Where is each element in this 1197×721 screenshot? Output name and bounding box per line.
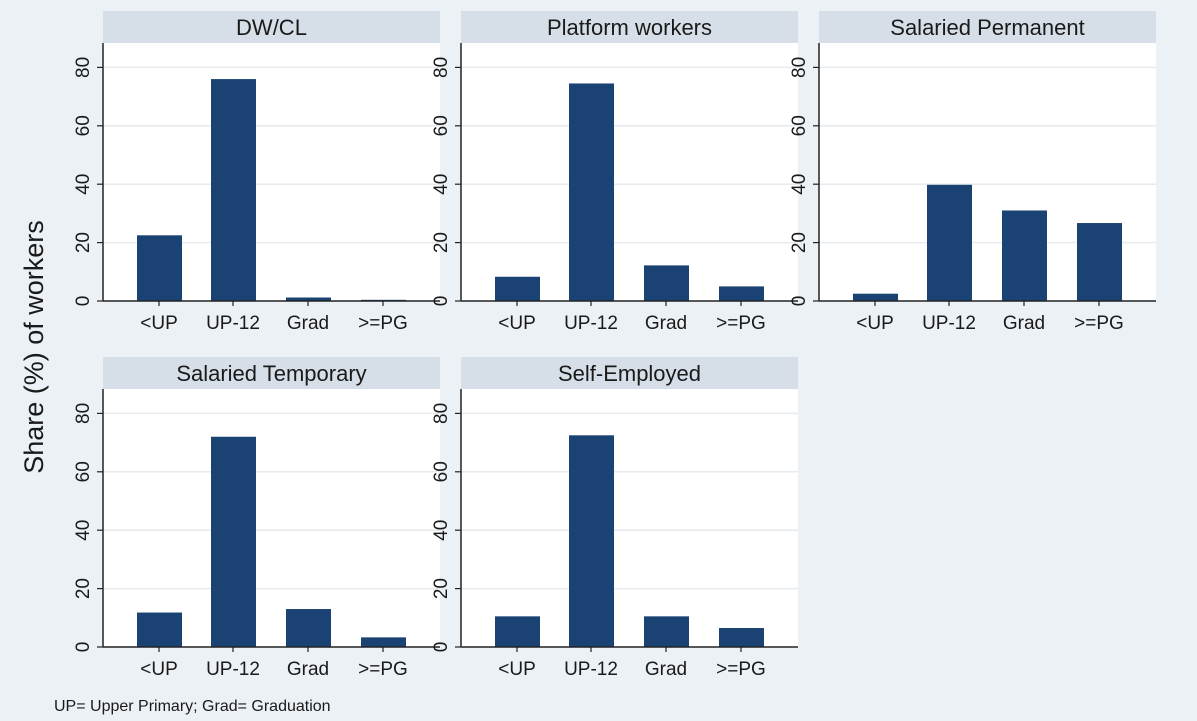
bar	[569, 435, 614, 647]
y-tick-label: 0	[73, 642, 94, 653]
bar	[211, 436, 256, 647]
y-tick-label: 0	[431, 296, 452, 307]
x-tick-label: UP-12	[206, 659, 260, 680]
panel-title: DW/CL	[236, 15, 307, 40]
x-tick-label: >=PG	[716, 313, 766, 334]
bar	[569, 83, 614, 302]
y-tick-label: 80	[73, 403, 94, 424]
panel: Platform workers <UP UP-12 Grad >=PG 0 20 40 60 8…	[431, 11, 798, 334]
bar	[853, 293, 898, 301]
bar	[1077, 223, 1122, 301]
y-tick-label: 0	[73, 296, 94, 307]
x-tick-label: <UP	[856, 313, 894, 334]
x-tick-label: UP-12	[206, 313, 260, 334]
y-tick-label: 60	[789, 115, 810, 136]
y-tick-label: 60	[431, 461, 452, 482]
x-tick-label: UP-12	[564, 659, 618, 680]
x-tick-label: Grad	[1003, 313, 1045, 334]
y-tick-label: 40	[73, 174, 94, 195]
plot-area	[103, 389, 440, 647]
x-tick-label: UP-12	[922, 313, 976, 334]
x-tick-label: >=PG	[716, 659, 766, 680]
panel-title-bar	[461, 11, 798, 43]
panel-title-bar	[819, 11, 1156, 43]
bar	[719, 628, 764, 647]
panel: Salaried Permanent <UP UP-12 Grad >=PG 0 20 40 6…	[789, 11, 1156, 334]
bar	[495, 276, 540, 301]
bar	[495, 616, 540, 647]
panel: Salaried Temporary <UP UP-12 Grad >=PG 0 20 40 6…	[73, 357, 440, 680]
panel-title: Salaried Permanent	[890, 15, 1084, 40]
x-tick-label: Grad	[287, 313, 329, 334]
panel: Self-Employed <UP UP-12 Grad >=PG 0 20 40 60 80	[431, 357, 798, 680]
y-tick-label: 20	[789, 232, 810, 253]
x-tick-label: >=PG	[1074, 313, 1124, 334]
x-tick-label: <UP	[140, 313, 178, 334]
bar	[286, 297, 331, 301]
panel-title: Platform workers	[547, 15, 712, 40]
x-tick-label: >=PG	[358, 313, 408, 334]
x-tick-label: >=PG	[358, 659, 408, 680]
x-tick-label: Grad	[645, 659, 687, 680]
plot-area	[461, 43, 798, 301]
panel: DW/CL <UP UP-12 Grad >=PG 0 20 40 60 80	[73, 11, 440, 334]
bar	[644, 265, 689, 301]
y-tick-label: 40	[789, 174, 810, 195]
bar	[211, 79, 256, 301]
y-tick-label: 80	[789, 57, 810, 78]
panel-title-bar	[461, 357, 798, 389]
y-tick-label: 0	[431, 642, 452, 653]
footnote: UP= Upper Primary; Grad= Graduation	[54, 698, 331, 715]
bar	[719, 286, 764, 301]
y-tick-label: 20	[73, 578, 94, 599]
bar	[927, 184, 972, 301]
plot-area	[461, 389, 798, 647]
y-tick-label: 20	[431, 578, 452, 599]
bar	[286, 609, 331, 647]
y-tick-label: 80	[431, 57, 452, 78]
y-tick-label: 40	[73, 520, 94, 541]
y-tick-label: 20	[73, 232, 94, 253]
x-tick-label: <UP	[498, 659, 536, 680]
y-tick-label: 60	[431, 115, 452, 136]
y-tick-label: 60	[73, 461, 94, 482]
panel-title: Self-Employed	[558, 361, 701, 386]
y-tick-label: 0	[789, 296, 810, 307]
x-tick-label: <UP	[498, 313, 536, 334]
y-tick-label: 40	[431, 174, 452, 195]
bar	[1002, 210, 1047, 301]
panel-title-bar	[103, 11, 440, 43]
panel-title: Salaried Temporary	[176, 361, 366, 386]
y-tick-label: 60	[73, 115, 94, 136]
x-tick-label: <UP	[140, 659, 178, 680]
y-tick-label: 80	[431, 403, 452, 424]
panel-title-bar	[103, 357, 440, 389]
bar	[644, 616, 689, 647]
y-axis-label: Share (%) of workers	[19, 220, 49, 474]
x-tick-label: Grad	[287, 659, 329, 680]
bar	[137, 612, 182, 647]
bar	[137, 235, 182, 301]
x-tick-label: Grad	[645, 313, 687, 334]
y-tick-label: 40	[431, 520, 452, 541]
bar	[361, 637, 406, 647]
y-tick-label: 80	[73, 57, 94, 78]
x-tick-label: UP-12	[564, 313, 618, 334]
y-tick-label: 20	[431, 232, 452, 253]
